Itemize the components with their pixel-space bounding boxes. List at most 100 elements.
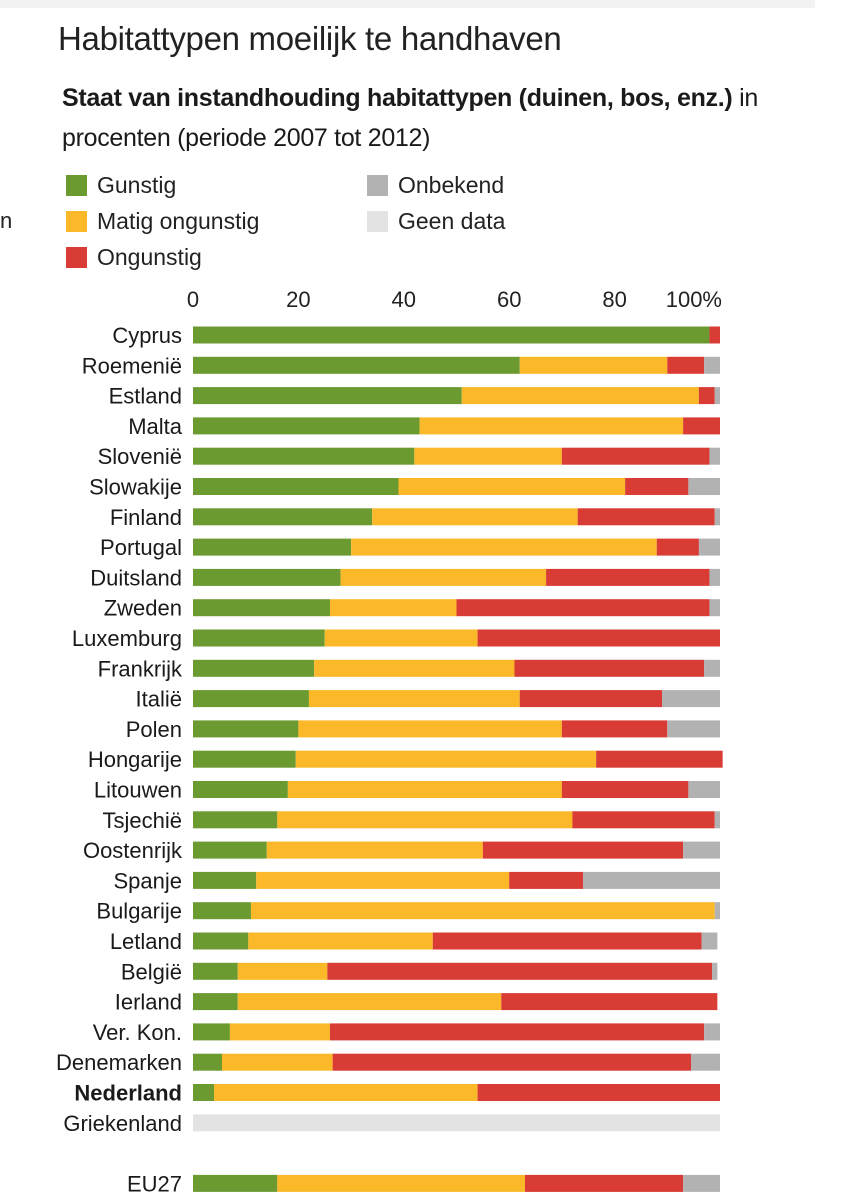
bar-segment bbox=[193, 417, 420, 435]
bar-segment bbox=[221, 1053, 333, 1071]
bar-segment bbox=[193, 447, 415, 465]
bar-segment bbox=[193, 508, 373, 526]
category-label: Denemarken bbox=[56, 1050, 182, 1075]
subtitle-normal: in procenten (periode 2007 tot 2012) bbox=[62, 84, 758, 152]
category-label: Slovenië bbox=[98, 444, 182, 469]
bar-segment bbox=[193, 720, 299, 738]
bar-segment bbox=[667, 720, 720, 738]
bar-segment bbox=[324, 629, 478, 647]
bar-segment bbox=[248, 932, 433, 950]
legend-label: Matig ongunstig bbox=[97, 207, 260, 234]
legend-item-matig-ongunstig: Matig ongunstig bbox=[66, 206, 259, 236]
bar-segment bbox=[432, 932, 702, 950]
category-label: Finland bbox=[110, 505, 182, 530]
bar-segment bbox=[214, 1084, 478, 1101]
bar-segment bbox=[683, 417, 720, 435]
bar-segment bbox=[714, 387, 720, 405]
legend-item-ongunstig: Ongunstig bbox=[66, 242, 202, 272]
bar-segment bbox=[193, 326, 710, 344]
bar-segment bbox=[193, 1114, 720, 1132]
category-label: Slowakije bbox=[89, 475, 182, 500]
category-label: Tsjechië bbox=[103, 808, 182, 833]
category-label: Ierland bbox=[115, 990, 182, 1015]
bar-segment bbox=[709, 568, 720, 586]
bar-segment bbox=[332, 1053, 692, 1071]
category-label: Italië bbox=[136, 687, 182, 712]
bar-segment bbox=[351, 538, 657, 556]
legend-item-gunstig: Gunstig bbox=[66, 170, 176, 200]
bar-segment bbox=[314, 659, 515, 677]
bar-segment bbox=[688, 478, 720, 495]
category-label: Luxemburg bbox=[72, 626, 182, 651]
bar-segment bbox=[698, 387, 715, 405]
category-label: Portugal bbox=[100, 535, 182, 560]
bar-segment bbox=[193, 841, 267, 859]
category-label: Ver. Kon. bbox=[93, 1020, 182, 1045]
bar-segment bbox=[456, 599, 710, 617]
bar-segment bbox=[701, 932, 718, 950]
bar-segment bbox=[193, 356, 520, 374]
bar-segment bbox=[287, 781, 562, 798]
bar-segment bbox=[250, 902, 715, 920]
bar-segment bbox=[193, 993, 238, 1011]
category-label: Roemenië bbox=[82, 353, 182, 378]
bar-segment bbox=[193, 387, 462, 405]
bar-segment bbox=[482, 841, 684, 859]
chart-title: Habitattypen moeilijk te handhaven bbox=[58, 20, 562, 57]
bar-segment bbox=[691, 1053, 720, 1071]
x-tick-label: 40 bbox=[392, 287, 416, 312]
category-label: Cyprus bbox=[112, 323, 182, 348]
x-tick-label: 60 bbox=[497, 287, 521, 312]
bar-segment bbox=[330, 599, 457, 617]
category-label: Malta bbox=[128, 414, 183, 439]
bar-segment bbox=[266, 841, 483, 859]
legend-swatch bbox=[66, 210, 87, 232]
bar-segment bbox=[709, 326, 720, 344]
category-label: Bulgarije bbox=[96, 899, 182, 924]
category-label: Hongarije bbox=[88, 747, 182, 772]
bar-segment bbox=[193, 811, 278, 829]
bar-segment bbox=[193, 962, 238, 980]
legend-label: Onbekend bbox=[398, 171, 505, 198]
category-label: Zweden bbox=[104, 596, 182, 621]
bar-segment bbox=[704, 659, 720, 677]
bar-segment bbox=[509, 871, 583, 889]
bar-segment bbox=[477, 629, 720, 647]
category-label: Spanje bbox=[113, 868, 182, 893]
bar-segment bbox=[714, 811, 720, 829]
bar-segment bbox=[683, 841, 720, 859]
bar-segment bbox=[193, 478, 399, 495]
bar-segment bbox=[656, 538, 699, 556]
bar-segment bbox=[193, 599, 331, 617]
bar-segment bbox=[714, 902, 720, 920]
bar-segment bbox=[340, 568, 547, 586]
bar-segment bbox=[519, 356, 668, 374]
bar-segment bbox=[277, 1174, 526, 1192]
bar-segment bbox=[501, 993, 718, 1011]
bar-segment bbox=[688, 781, 720, 798]
category-label: Estland bbox=[109, 384, 182, 409]
bar-segment bbox=[683, 1174, 720, 1192]
category-label: Griekenland bbox=[63, 1111, 182, 1136]
top-strip bbox=[0, 0, 815, 8]
bar-segment bbox=[295, 750, 597, 768]
category-label: Nederland bbox=[74, 1081, 182, 1106]
bar-segment bbox=[477, 1084, 720, 1101]
bar-segment bbox=[277, 811, 573, 829]
bar-segment bbox=[256, 871, 510, 889]
x-tick-label: 20 bbox=[286, 287, 310, 312]
bar-segment bbox=[193, 781, 288, 798]
bar-segment bbox=[193, 1084, 215, 1101]
legend-swatch bbox=[66, 174, 87, 196]
legend-swatch bbox=[367, 174, 388, 196]
bar-segment bbox=[709, 447, 720, 465]
category-label: Letland bbox=[110, 929, 182, 954]
legend-item-onbekend: Onbekend bbox=[367, 170, 504, 200]
bar-segment bbox=[237, 962, 328, 980]
bar-segment bbox=[704, 356, 720, 374]
bar-segment bbox=[193, 629, 325, 647]
bar-segment bbox=[625, 478, 689, 495]
legend-label: Gunstig bbox=[97, 171, 177, 198]
bar-segment bbox=[596, 750, 723, 768]
